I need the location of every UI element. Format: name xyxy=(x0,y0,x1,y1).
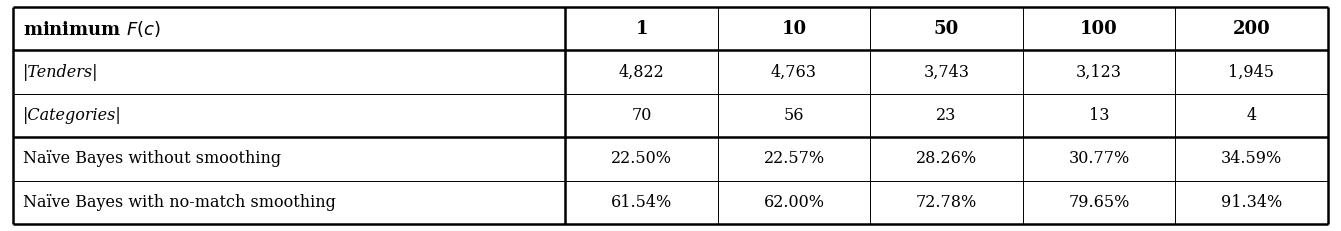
Text: 23: 23 xyxy=(936,107,956,124)
Text: |Tenders|: |Tenders| xyxy=(23,64,98,81)
Text: 10: 10 xyxy=(782,20,806,38)
Text: 4,822: 4,822 xyxy=(618,64,664,81)
Text: 70: 70 xyxy=(632,107,652,124)
Text: 13: 13 xyxy=(1089,107,1109,124)
Text: 62.00%: 62.00% xyxy=(763,194,825,211)
Text: 56: 56 xyxy=(783,107,805,124)
Text: Naïve Bayes without smoothing: Naïve Bayes without smoothing xyxy=(23,150,280,167)
Text: 1: 1 xyxy=(636,20,648,38)
Text: 22.57%: 22.57% xyxy=(763,150,825,167)
Text: 30.77%: 30.77% xyxy=(1069,150,1129,167)
Text: 4,763: 4,763 xyxy=(771,64,817,81)
Text: 22.50%: 22.50% xyxy=(611,150,672,167)
Text: 28.26%: 28.26% xyxy=(916,150,978,167)
Text: |Categories|: |Categories| xyxy=(23,107,122,124)
Text: 72.78%: 72.78% xyxy=(916,194,978,211)
Text: 79.65%: 79.65% xyxy=(1069,194,1129,211)
Text: Naïve Bayes with no-match smoothing: Naïve Bayes with no-match smoothing xyxy=(23,194,335,211)
Text: 4: 4 xyxy=(1246,107,1257,124)
Text: 1,945: 1,945 xyxy=(1228,64,1274,81)
Text: minimum $F(c)$: minimum $F(c)$ xyxy=(23,19,161,39)
Text: 3,123: 3,123 xyxy=(1075,64,1122,81)
Text: 3,743: 3,743 xyxy=(924,64,970,81)
Text: 200: 200 xyxy=(1232,20,1270,38)
Text: 91.34%: 91.34% xyxy=(1220,194,1282,211)
Text: 50: 50 xyxy=(933,20,959,38)
Text: 34.59%: 34.59% xyxy=(1220,150,1282,167)
Text: 61.54%: 61.54% xyxy=(611,194,672,211)
Text: 100: 100 xyxy=(1080,20,1118,38)
